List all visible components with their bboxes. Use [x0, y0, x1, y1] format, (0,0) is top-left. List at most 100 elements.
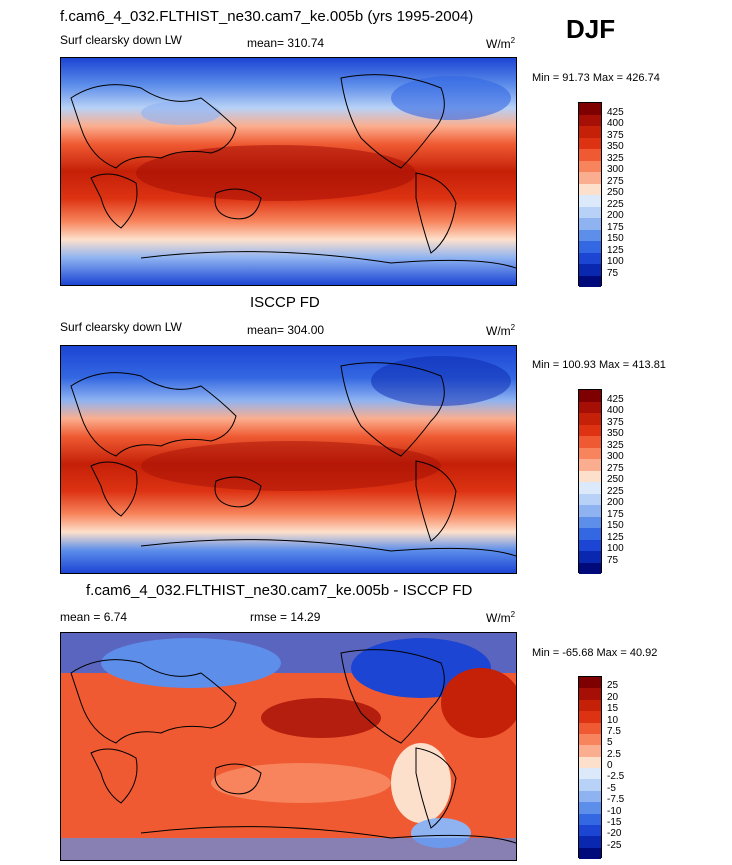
colorbar-swatch — [579, 677, 601, 689]
colorbar-swatch — [579, 264, 601, 276]
colorbar-swatch — [579, 505, 601, 517]
colorbar-swatch — [579, 790, 601, 803]
colorbar-tick-label: 200 — [607, 210, 624, 221]
colorbar-tick-label: 375 — [607, 129, 624, 141]
colorbar-tick-label: 225 — [607, 198, 624, 210]
colorbar-swatch — [579, 493, 601, 505]
colorbar-swatch — [579, 733, 601, 746]
colorbar-swatch — [579, 413, 601, 425]
colorbar-tick-label: 5 — [607, 737, 613, 749]
colorbar-swatch — [579, 252, 601, 264]
colorbar-tick-label: 275 — [607, 462, 624, 474]
colorbar-tick-label: 425 — [607, 393, 624, 405]
colorbar-swatch — [579, 824, 601, 837]
panel2-mean-label: mean= 304.00 — [247, 323, 325, 337]
colorbar-tick-label: -2.5 — [607, 771, 625, 783]
colorbar-swatch — [579, 126, 601, 138]
colorbar-swatch — [579, 847, 601, 859]
colorbar-swatch — [579, 756, 601, 768]
colorbar-swatch — [579, 482, 601, 494]
panel3-rmse-label: rmse = 14.29 — [250, 610, 321, 624]
colorbar-swatch — [579, 459, 601, 471]
colorbar-tick-label: 125 — [607, 531, 624, 543]
panel2-variable-label: Surf clearsky down LW — [60, 320, 182, 334]
panel2-colorbar — [578, 389, 602, 574]
colorbar-swatch — [579, 103, 601, 115]
panel1-variable-label: Surf clearsky down LW — [60, 33, 182, 47]
colorbar-tick-label: 7.5 — [607, 725, 621, 737]
colorbar-swatch — [579, 424, 601, 436]
colorbar-tick-label: 75 — [607, 267, 619, 279]
colorbar-tick-label: 250 — [607, 474, 624, 485]
colorbar-tick-label: 25 — [607, 680, 619, 692]
colorbar-tick-label: 300 — [607, 451, 624, 462]
panel2-map — [60, 345, 517, 574]
colorbar-tick-label: 10 — [607, 714, 619, 726]
colorbar-swatch — [579, 802, 601, 814]
colorbar-swatch — [579, 699, 601, 712]
colorbar-tick-label: -15 — [607, 816, 622, 828]
panel2-units: W/m2 — [486, 323, 516, 338]
panel3-colorbar — [578, 676, 602, 859]
colorbar-tick-label: 100 — [607, 256, 624, 267]
colorbar-swatch — [579, 275, 601, 287]
colorbar-swatch — [579, 149, 601, 161]
panel3-mean-label: mean = 6.74 — [60, 610, 128, 624]
panel3-units: W/m2 — [486, 610, 516, 625]
colorbar-swatch — [579, 813, 601, 825]
colorbar-swatch — [579, 401, 601, 413]
colorbar-swatch — [579, 516, 601, 528]
panel1-colorbar — [578, 102, 602, 287]
colorbar-swatch — [579, 768, 601, 780]
colorbar-tick-label: 200 — [607, 497, 624, 508]
colorbar-tick-label: 100 — [607, 543, 624, 554]
colorbar-swatch — [579, 195, 601, 207]
colorbar-tick-label: 15 — [607, 703, 619, 715]
colorbar-tick-label: -25 — [607, 839, 622, 851]
colorbar-tick-label: -5 — [607, 782, 616, 794]
colorbar-tick-label: 400 — [607, 118, 624, 129]
colorbar-swatch — [579, 470, 601, 482]
colorbar-tick-label: 325 — [607, 439, 624, 451]
colorbar-swatch — [579, 218, 601, 230]
colorbar-swatch — [579, 551, 601, 563]
colorbar-tick-label: 20 — [607, 691, 619, 703]
panel3-title: f.cam6_4_032.FLTHIST_ne30.cam7_ke.005b -… — [86, 582, 473, 599]
colorbar-swatch — [579, 722, 601, 734]
colorbar-tick-label: 2.5 — [607, 748, 621, 760]
colorbar-tick-label: 125 — [607, 244, 624, 256]
colorbar-tick-label: 425 — [607, 106, 624, 118]
colorbar-swatch — [579, 836, 601, 848]
colorbar-swatch — [579, 229, 601, 241]
colorbar-tick-label: -7.5 — [607, 794, 625, 806]
colorbar-swatch — [579, 745, 601, 757]
colorbar-tick-label: 150 — [607, 520, 624, 531]
colorbar-swatch — [579, 206, 601, 218]
colorbar-swatch — [579, 160, 601, 172]
colorbar-swatch — [579, 183, 601, 195]
colorbar-tick-label: -10 — [607, 805, 622, 817]
colorbar-tick-label: 250 — [607, 187, 624, 198]
colorbar-swatch — [579, 390, 601, 402]
panel1-map — [60, 57, 517, 286]
colorbar-swatch — [579, 539, 601, 551]
colorbar-tick-label: 75 — [607, 554, 619, 566]
colorbar-swatch — [579, 688, 601, 700]
colorbar-tick-label: 175 — [607, 221, 624, 233]
colorbar-swatch — [579, 711, 601, 723]
colorbar-swatch — [579, 779, 601, 791]
colorbar-swatch — [579, 562, 601, 574]
colorbar-swatch — [579, 436, 601, 448]
panel3-minmax: Min = -65.68 Max = 40.92 — [532, 647, 658, 659]
colorbar-tick-label: 150 — [607, 233, 624, 244]
colorbar-tick-label: 175 — [607, 508, 624, 520]
panel1-minmax: Min = 91.73 Max = 426.74 — [532, 72, 660, 84]
colorbar-swatch — [579, 241, 601, 253]
colorbar-tick-label: 325 — [607, 152, 624, 164]
colorbar-tick-label: 375 — [607, 416, 624, 428]
colorbar-tick-label: 400 — [607, 405, 624, 416]
colorbar-swatch — [579, 137, 601, 149]
panel3-map — [60, 632, 517, 861]
colorbar-swatch — [579, 114, 601, 126]
panel1-title: f.cam6_4_032.FLTHIST_ne30.cam7_ke.005b (… — [60, 8, 474, 25]
